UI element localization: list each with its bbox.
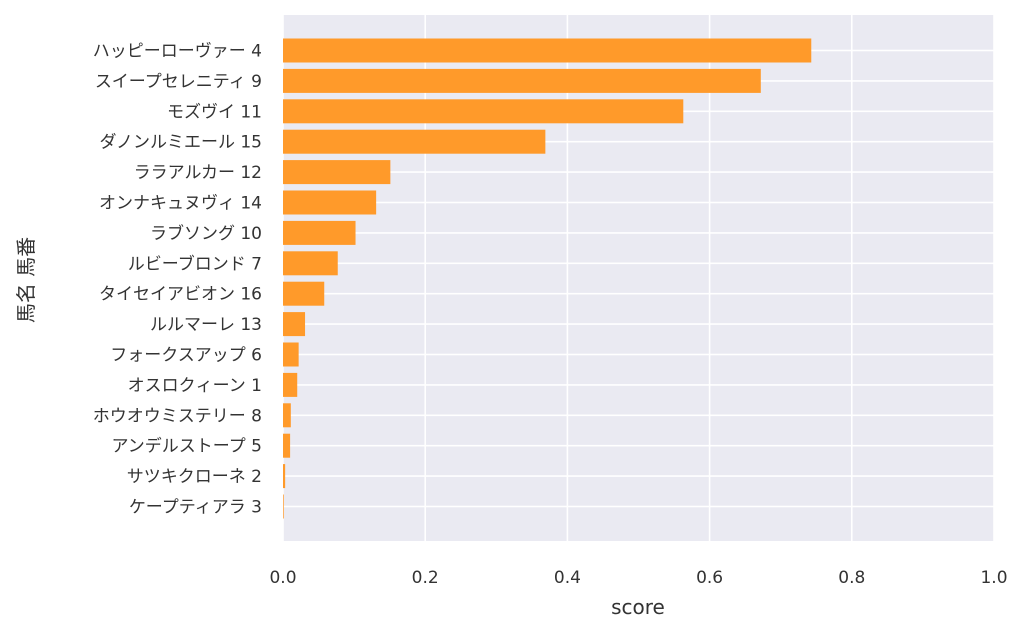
grid-lines [282,15,995,541]
bar [283,190,377,215]
y-tick-label: ララアルカー 12 [134,163,262,183]
y-tick-label: ラブソング 10 [150,223,262,244]
bar [283,129,546,154]
x-tick-label: 0.2 [412,568,439,588]
y-tick-label: オスロクィーン 1 [128,376,262,396]
x-tick-label: 0.4 [554,568,581,588]
bar [283,372,298,397]
bar [283,160,391,185]
y-tick-label: モズヴイ 11 [167,102,262,122]
plot-background [283,15,994,541]
y-tick-label: ホウオウミステリー 8 [93,406,262,426]
x-tick-label: 0.0 [269,568,296,588]
bar [283,99,684,124]
y-axis-title: 馬名 馬番 [14,237,38,323]
bar [283,251,338,276]
y-tick-label: スイープセレニティ 9 [95,72,262,92]
y-tick-label: ルルマーレ 13 [150,315,262,335]
x-tick-labels: 0.0 0.2 0.4 0.6 0.8 1.0 [269,568,1007,588]
bar [283,220,356,245]
x-axis-title: score [611,595,665,619]
bar [283,464,286,489]
bar [283,68,761,93]
y-tick-label: ケープティアラ 3 [129,498,262,518]
x-tick-label: 1.0 [980,568,1007,588]
y-tick-label: フォークスアップ 6 [110,346,262,366]
y-tick-label: ダノンルミエール 15 [99,133,262,153]
y-tick-label: サツキクローネ 2 [127,467,262,487]
bar [283,312,306,337]
bars [283,38,812,519]
y-tick-label: アンデルストープ 5 [111,436,262,457]
y-tick-label: オンナキュヌヴィ 14 [99,194,262,214]
y-tick-label: ルビーブロンド 7 [128,253,262,274]
bar [283,342,299,367]
x-tick-label: 0.6 [696,568,723,588]
y-tick-label: ハッピーローヴァー 4 [93,42,262,62]
x-tick-label: 0.8 [838,568,865,588]
bar [283,494,284,519]
bar [283,281,325,306]
bar [283,38,812,63]
bar [283,403,291,428]
y-tick-labels: ハッピーローヴァー 4 スイープセレニティ 9 モズヴイ 11 ダノンルミエール 15… [93,42,262,518]
bar [283,433,291,458]
y-tick-label: タイセイアビオン 16 [99,285,262,305]
